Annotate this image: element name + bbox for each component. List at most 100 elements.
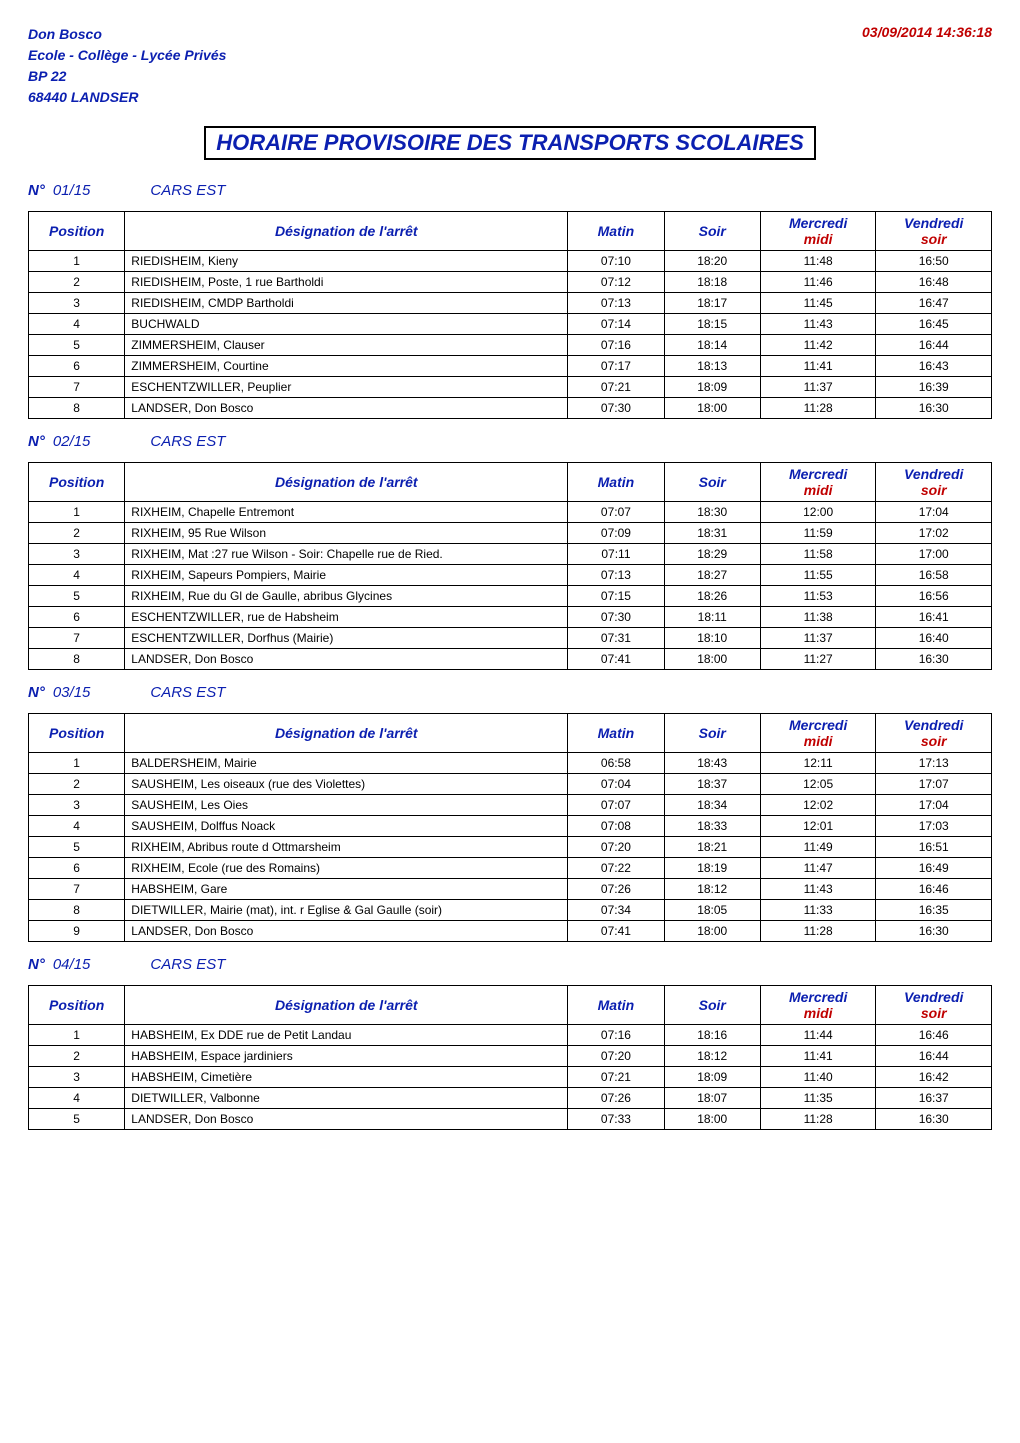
- cell-matin: 07:08: [568, 816, 664, 837]
- cell-soir: 18:09: [664, 377, 760, 398]
- col-mercredi: Mercredimidi: [760, 463, 876, 502]
- cell-soir: 18:21: [664, 837, 760, 858]
- col-designation-label: Désignation de l'arrêt: [275, 725, 418, 741]
- col-position: Position: [29, 463, 125, 502]
- table-row: 6ZIMMERSHEIM, Courtine07:1718:1311:4116:…: [29, 356, 992, 377]
- cell-designation: HABSHEIM, Cimetière: [125, 1067, 568, 1088]
- cell-matin: 07:31: [568, 628, 664, 649]
- table-header-row: PositionDésignation de l'arrêtMatinSoirM…: [29, 463, 992, 502]
- cell-matin: 07:26: [568, 879, 664, 900]
- cell-vendredi: 16:58: [876, 565, 992, 586]
- table-row: 7HABSHEIM, Gare07:2618:1211:4316:46: [29, 879, 992, 900]
- route-number: 01/15: [53, 182, 91, 199]
- col-matin: Matin: [568, 714, 664, 753]
- route-number: 02/15: [53, 433, 91, 450]
- cell-matin: 07:04: [568, 774, 664, 795]
- org-line-2: Ecole - Collège - Lycée Privés: [28, 45, 226, 66]
- col-vendredi: Vendredisoir: [876, 986, 992, 1025]
- cell-matin: 07:16: [568, 335, 664, 356]
- table-header-row: PositionDésignation de l'arrêtMatinSoirM…: [29, 212, 992, 251]
- col-designation-label: Désignation de l'arrêt: [275, 997, 418, 1013]
- col-matin: Matin: [568, 986, 664, 1025]
- cell-position: 6: [29, 356, 125, 377]
- cell-matin: 07:22: [568, 858, 664, 879]
- cell-position: 8: [29, 398, 125, 419]
- cell-mercredi: 11:44: [760, 1025, 876, 1046]
- table-row: 7ESCHENTZWILLER, Peuplier07:2118:0911:37…: [29, 377, 992, 398]
- cell-vendredi: 16:35: [876, 900, 992, 921]
- col-soir-label: Soir: [699, 997, 726, 1013]
- cell-designation: RIXHEIM, Abribus route d Ottmarsheim: [125, 837, 568, 858]
- cell-designation: LANDSER, Don Bosco: [125, 398, 568, 419]
- cell-designation: RIXHEIM, 95 Rue Wilson: [125, 523, 568, 544]
- table-row: 2HABSHEIM, Espace jardiniers07:2018:1211…: [29, 1046, 992, 1067]
- cell-designation: LANDSER, Don Bosco: [125, 921, 568, 942]
- col-soir: Soir: [664, 714, 760, 753]
- col-position-label: Position: [49, 725, 104, 741]
- cell-position: 3: [29, 544, 125, 565]
- cell-vendredi: 16:49: [876, 858, 992, 879]
- cell-matin: 07:30: [568, 398, 664, 419]
- cell-matin: 07:09: [568, 523, 664, 544]
- cell-designation: HABSHEIM, Ex DDE rue de Petit Landau: [125, 1025, 568, 1046]
- cell-position: 7: [29, 879, 125, 900]
- cell-vendredi: 16:30: [876, 1109, 992, 1130]
- cell-position: 2: [29, 272, 125, 293]
- table-row: 9LANDSER, Don Bosco07:4118:0011:2816:30: [29, 921, 992, 942]
- cell-soir: 18:43: [664, 753, 760, 774]
- col-vendredi-sublabel: soir: [882, 482, 985, 498]
- cell-soir: 18:00: [664, 649, 760, 670]
- table-row: 8LANDSER, Don Bosco07:4118:0011:2716:30: [29, 649, 992, 670]
- col-designation: Désignation de l'arrêt: [125, 463, 568, 502]
- cell-soir: 18:15: [664, 314, 760, 335]
- cell-position: 1: [29, 753, 125, 774]
- cell-position: 3: [29, 795, 125, 816]
- table-row: 3RIXHEIM, Mat :27 rue Wilson - Soir: Cha…: [29, 544, 992, 565]
- cell-vendredi: 17:02: [876, 523, 992, 544]
- cell-soir: 18:09: [664, 1067, 760, 1088]
- cell-mercredi: 11:55: [760, 565, 876, 586]
- route-line: N°02/15CARS EST: [28, 433, 992, 450]
- route-prefix: N°: [28, 956, 45, 973]
- cell-position: 8: [29, 900, 125, 921]
- table-row: 4RIXHEIM, Sapeurs Pompiers, Mairie07:131…: [29, 565, 992, 586]
- cell-soir: 18:12: [664, 1046, 760, 1067]
- cell-matin: 07:15: [568, 586, 664, 607]
- cell-soir: 18:19: [664, 858, 760, 879]
- cell-mercredi: 11:42: [760, 335, 876, 356]
- cell-matin: 07:14: [568, 314, 664, 335]
- col-designation: Désignation de l'arrêt: [125, 212, 568, 251]
- cell-mercredi: 11:38: [760, 607, 876, 628]
- cell-mercredi: 12:11: [760, 753, 876, 774]
- cell-designation: RIXHEIM, Rue du Gl de Gaulle, abribus Gl…: [125, 586, 568, 607]
- cell-position: 8: [29, 649, 125, 670]
- cell-matin: 07:13: [568, 293, 664, 314]
- col-soir: Soir: [664, 986, 760, 1025]
- cell-matin: 07:20: [568, 837, 664, 858]
- cell-position: 1: [29, 1025, 125, 1046]
- cell-matin: 07:41: [568, 921, 664, 942]
- cell-designation: RIEDISHEIM, CMDP Bartholdi: [125, 293, 568, 314]
- col-vendredi-sublabel: soir: [882, 733, 985, 749]
- cell-vendredi: 16:51: [876, 837, 992, 858]
- cell-soir: 18:00: [664, 921, 760, 942]
- cell-designation: RIXHEIM, Mat :27 rue Wilson - Soir: Chap…: [125, 544, 568, 565]
- col-matin-label: Matin: [598, 223, 635, 239]
- cell-vendredi: 17:04: [876, 502, 992, 523]
- cell-mercredi: 11:43: [760, 314, 876, 335]
- table-row: 2RIEDISHEIM, Poste, 1 rue Bartholdi07:12…: [29, 272, 992, 293]
- col-soir: Soir: [664, 463, 760, 502]
- cell-mercredi: 11:27: [760, 649, 876, 670]
- org-line-3: BP 22: [28, 66, 226, 87]
- cell-mercredi: 11:47: [760, 858, 876, 879]
- cell-matin: 07:10: [568, 251, 664, 272]
- route-prefix: N°: [28, 684, 45, 701]
- cell-position: 2: [29, 1046, 125, 1067]
- col-matin: Matin: [568, 212, 664, 251]
- cell-designation: RIEDISHEIM, Poste, 1 rue Bartholdi: [125, 272, 568, 293]
- table-row: 3HABSHEIM, Cimetière07:2118:0911:4016:42: [29, 1067, 992, 1088]
- page-header: Don Bosco Ecole - Collège - Lycée Privés…: [28, 24, 992, 108]
- cell-designation: SAUSHEIM, Les oiseaux (rue des Violettes…: [125, 774, 568, 795]
- cell-matin: 07:26: [568, 1088, 664, 1109]
- cell-mercredi: 11:45: [760, 293, 876, 314]
